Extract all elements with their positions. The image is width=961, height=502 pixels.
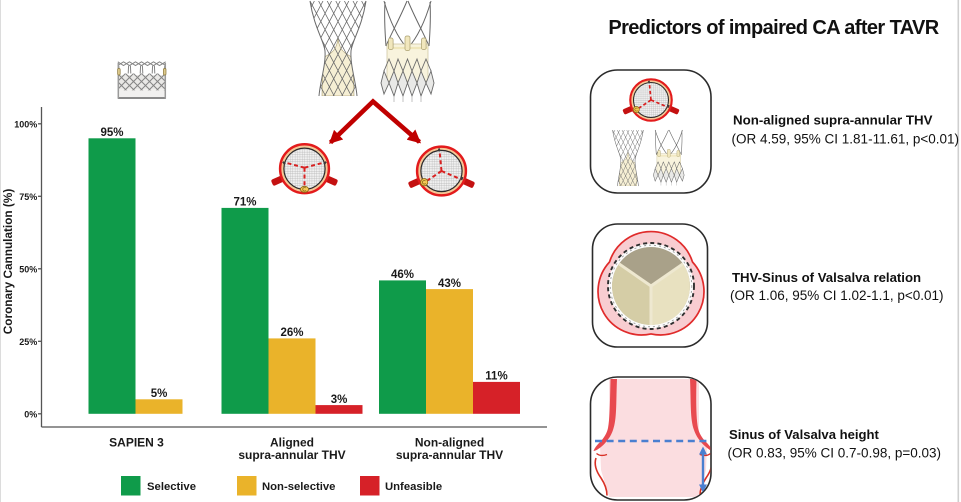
svg-text:Predictors of impaired CA afte: Predictors of impaired CA after TAVR bbox=[608, 17, 939, 39]
svg-text:71%: 71% bbox=[233, 197, 256, 209]
svg-text:0%: 0% bbox=[24, 410, 37, 420]
svg-text:Non-selective: Non-selective bbox=[262, 481, 335, 493]
svg-text:43%: 43% bbox=[438, 278, 461, 290]
svg-text:Unfeasible: Unfeasible bbox=[385, 481, 442, 493]
svg-text:Non-aligned: Non-aligned bbox=[415, 436, 484, 450]
svg-text:Non-aligned supra-annular THV: Non-aligned supra-annular THV bbox=[733, 113, 933, 128]
svg-text:(OR 0.83, 95% CI 0.7-0.98, p=0: (OR 0.83, 95% CI 0.7-0.98, p=0.03) bbox=[728, 445, 942, 460]
svg-text:Coronary Cannulation (%): Coronary Cannulation (%) bbox=[1, 189, 15, 335]
svg-text:46%: 46% bbox=[391, 269, 414, 281]
svg-text:11%: 11% bbox=[485, 371, 507, 383]
svg-text:supra-annular THV: supra-annular THV bbox=[396, 448, 503, 462]
svg-text:Sinus of Valsalva height: Sinus of Valsalva height bbox=[729, 427, 880, 442]
svg-text:Aligned: Aligned bbox=[270, 436, 314, 450]
svg-text:(OR 1.06, 95% CI 1.02-1.1, p<0: (OR 1.06, 95% CI 1.02-1.1, p<0.01) bbox=[730, 288, 944, 303]
svg-text:75%: 75% bbox=[19, 192, 37, 202]
svg-text:100%: 100% bbox=[14, 120, 37, 130]
svg-text:(OR 4.59, 95% CI 1.81-11.61, p: (OR 4.59, 95% CI 1.81-11.61, p<0.01) bbox=[732, 132, 960, 147]
svg-text:THV-Sinus of Valsalva relation: THV-Sinus of Valsalva relation bbox=[732, 270, 921, 285]
svg-text:5%: 5% bbox=[151, 388, 168, 400]
svg-text:SAPIEN 3: SAPIEN 3 bbox=[109, 436, 164, 450]
svg-text:3%: 3% bbox=[331, 394, 348, 406]
svg-text:25%: 25% bbox=[19, 337, 37, 347]
svg-text:95%: 95% bbox=[100, 127, 123, 139]
svg-text:supra-annular THV: supra-annular THV bbox=[238, 448, 345, 462]
svg-text:50%: 50% bbox=[19, 265, 37, 275]
svg-text:26%: 26% bbox=[280, 327, 303, 339]
svg-text:Selective: Selective bbox=[147, 481, 196, 493]
